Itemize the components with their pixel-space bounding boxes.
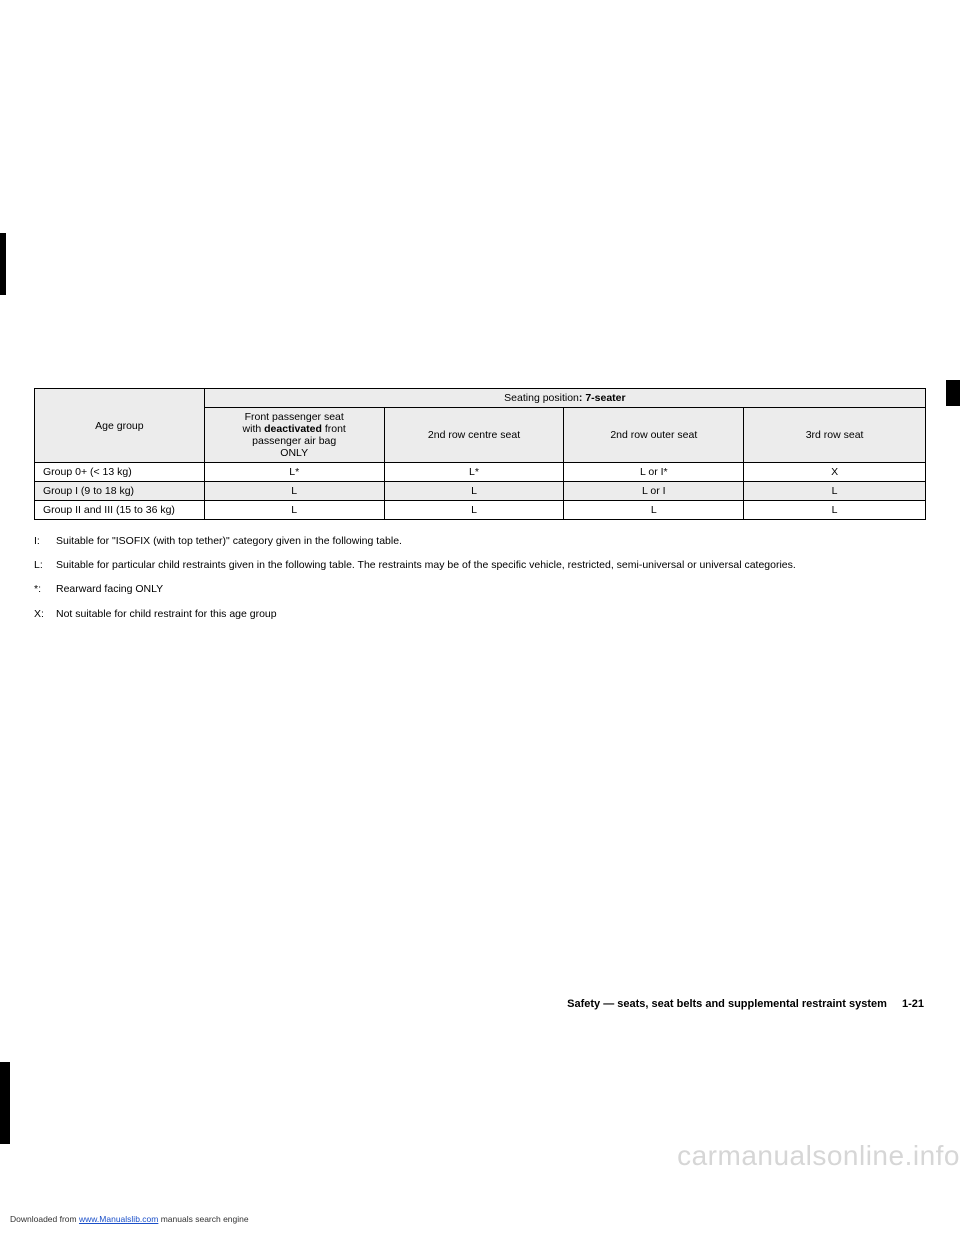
legend-row: *: Rearward facing ONLY [34,582,926,596]
legend-text: Rearward facing ONLY [56,582,926,596]
table-cell: L [564,501,744,520]
header-seating-suffix: : 7-seater [579,392,626,404]
download-line: Downloaded from www.Manualslib.com manua… [10,1214,249,1224]
table-cell: L [744,501,926,520]
legend-row: X: Not suitable for child restraint for … [34,607,926,621]
watermark: carmanualsonline.info [677,1140,960,1172]
footer-section: Safety — seats, seat belts and supplemen… [567,998,924,1010]
legend-row: I: Suitable for "ISOFIX (with top tether… [34,534,926,548]
table-cell: L or I* [564,463,744,482]
header-outer-seat: 2nd row outer seat [564,408,744,463]
legend-key: I: [34,534,56,548]
table-cell: L [384,501,564,520]
header-seating-prefix: Seating position [504,392,579,404]
hdr-front-l3: passenger air bag [252,435,336,447]
table-cell: X [744,463,926,482]
table-row: Group I (9 to 18 kg) [35,482,205,501]
table-cell: L [204,501,384,520]
legend-key: X: [34,607,56,621]
hdr-front-l2c: front [322,423,346,435]
side-tab-left-lower [0,1062,10,1144]
hdr-front-l4: ONLY [280,447,308,459]
legend-key: L: [34,558,56,572]
hdr-front-l2b: deactivated [264,423,322,435]
table-cell: L or I [564,482,744,501]
header-3rd-seat: 3rd row seat [744,408,926,463]
content-area: Age group Seating position: 7-seater Fro… [34,388,926,631]
header-seating-position: Seating position: 7-seater [204,389,925,408]
table-cell: L [384,482,564,501]
legend-text: Suitable for particular child restraints… [56,558,926,572]
legend-key: *: [34,582,56,596]
table-row: Group II and III (15 to 36 kg) [35,501,205,520]
header-centre-seat: 2nd row centre seat [384,408,564,463]
table-cell: L [204,482,384,501]
hdr-front-l2a: with [243,423,265,435]
legend: I: Suitable for "ISOFIX (with top tether… [34,534,926,621]
header-age-group: Age group [35,389,205,463]
dl-link[interactable]: www.Manualslib.com [79,1214,158,1224]
page-number: 1-21 [902,998,924,1010]
side-tab-right [946,380,960,406]
hdr-front-l1: Front passenger seat [245,411,344,423]
header-front-seat: Front passenger seat with deactivated fr… [204,408,384,463]
dl-suffix: manuals search engine [158,1214,248,1224]
legend-row: L: Suitable for particular child restrai… [34,558,926,572]
side-tab-left-upper [0,233,6,295]
page: Age group Seating position: 7-seater Fro… [0,0,960,1242]
table-cell: L* [204,463,384,482]
table-row: Group 0+ (< 13 kg) [35,463,205,482]
legend-text: Suitable for "ISOFIX (with top tether)" … [56,534,926,548]
dl-prefix: Downloaded from [10,1214,79,1224]
table-cell: L* [384,463,564,482]
table-cell: L [744,482,926,501]
legend-text: Not suitable for child restraint for thi… [56,607,926,621]
footer-section-text: Safety — seats, seat belts and supplemen… [567,998,887,1010]
seating-table: Age group Seating position: 7-seater Fro… [34,388,926,520]
